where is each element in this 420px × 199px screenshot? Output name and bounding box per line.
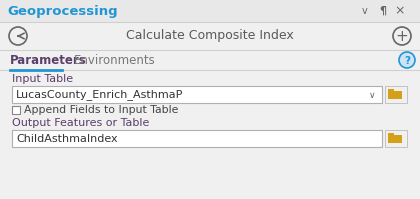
Text: ?: ? [404, 56, 410, 65]
FancyBboxPatch shape [0, 50, 420, 70]
FancyBboxPatch shape [12, 130, 382, 147]
Text: Output Features or Table: Output Features or Table [12, 118, 150, 128]
Text: Environments: Environments [74, 54, 156, 66]
Text: LucasCounty_Enrich_AsthmaP: LucasCounty_Enrich_AsthmaP [16, 89, 184, 100]
FancyBboxPatch shape [388, 135, 402, 143]
FancyBboxPatch shape [388, 133, 394, 136]
FancyBboxPatch shape [12, 106, 20, 114]
FancyBboxPatch shape [385, 86, 407, 103]
FancyBboxPatch shape [388, 91, 402, 99]
FancyBboxPatch shape [12, 86, 382, 103]
Text: Input Table: Input Table [12, 74, 73, 84]
FancyBboxPatch shape [388, 89, 394, 92]
Text: Calculate Composite Index: Calculate Composite Index [126, 29, 294, 43]
Text: ×: × [395, 5, 405, 18]
Text: v: v [362, 6, 368, 16]
FancyBboxPatch shape [0, 70, 420, 199]
FancyBboxPatch shape [0, 22, 420, 50]
Text: ∨: ∨ [369, 91, 375, 100]
Text: ChildAsthmaIndex: ChildAsthmaIndex [16, 134, 118, 143]
Text: Parameters: Parameters [10, 54, 87, 66]
FancyBboxPatch shape [385, 130, 407, 147]
Circle shape [399, 52, 415, 68]
Text: Append Fields to Input Table: Append Fields to Input Table [24, 105, 178, 115]
Text: +: + [396, 29, 408, 44]
FancyBboxPatch shape [0, 0, 420, 22]
Text: Geoprocessing: Geoprocessing [7, 5, 118, 18]
Text: ¶: ¶ [379, 6, 386, 16]
